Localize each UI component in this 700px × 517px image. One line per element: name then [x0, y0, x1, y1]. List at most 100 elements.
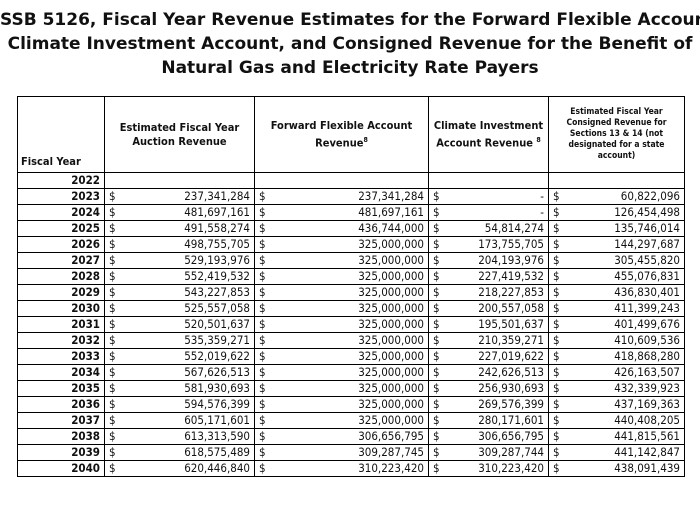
table-row: 2029 $543,227,853 $325,000,000 $218,227,853…	[17, 284, 685, 301]
consigned-cell: $455,076,831	[548, 268, 685, 285]
currency-symbol: $	[433, 461, 440, 476]
fiscal-year-cell: 2026	[17, 236, 105, 253]
table-row: 2023 $237,341,284 $237,341,284 $ - $60,822,09…	[17, 188, 685, 205]
currency-symbol: $	[109, 237, 116, 252]
table-row: 2037 $605,171,601 $325,000,000 $280,171,601…	[17, 412, 685, 429]
cia-value: 227,019,622	[478, 349, 544, 364]
currency-symbol: $	[259, 221, 266, 236]
fiscal-year-cell: 2036	[17, 396, 105, 413]
currency-symbol: $	[553, 317, 560, 332]
currency-symbol: $	[109, 429, 116, 444]
consigned-cell: $441,142,847	[548, 444, 685, 461]
currency-symbol: $	[109, 317, 116, 332]
table-row: 2024 $481,697,161 $481,697,161 $ - $126,454,4…	[17, 204, 685, 221]
fiscal-year-cell: 2038	[17, 428, 105, 445]
cia-value: 309,287,744	[478, 445, 544, 460]
auction-cell: $535,359,271	[104, 332, 255, 349]
ffa-cell: $325,000,000	[254, 332, 429, 349]
currency-symbol: $	[433, 349, 440, 364]
currency-symbol: $	[433, 285, 440, 300]
cia-value: 204,193,976	[478, 253, 544, 268]
auction-value: 613,313,590	[184, 429, 250, 444]
currency-symbol: $	[553, 333, 560, 348]
auction-cell: $552,019,622	[104, 348, 255, 365]
ffa-cell: $325,000,000	[254, 236, 429, 253]
auction-value: 605,171,601	[184, 413, 250, 428]
table-row: 2026 $498,755,705 $325,000,000 $173,755,705…	[17, 236, 685, 253]
consigned-value: 135,746,014	[614, 221, 680, 236]
consigned-value: 441,142,847	[614, 445, 680, 460]
auction-cell: $567,626,513	[104, 364, 255, 381]
ffa-cell: $325,000,000	[254, 300, 429, 317]
title-line-1: SSB 5126, Fiscal Year Revenue Estimates …	[0, 10, 700, 30]
cia-value: 210,359,271	[478, 333, 544, 348]
auction-cell: $525,557,058	[104, 300, 255, 317]
consigned-cell: $144,297,687	[548, 236, 685, 253]
consigned-value: 60,822,096	[620, 189, 680, 204]
table-row: 2033 $552,019,622 $325,000,000 $227,019,622…	[17, 348, 685, 365]
fiscal-year-cell: 2033	[17, 348, 105, 365]
ffa-cell: $325,000,000	[254, 252, 429, 269]
currency-symbol: $	[259, 365, 266, 380]
consigned-value: 437,169,363	[614, 397, 680, 412]
currency-symbol: $	[553, 253, 560, 268]
ffa-value: 309,287,745	[358, 445, 424, 460]
currency-symbol: $	[109, 445, 116, 460]
auction-value: 567,626,513	[184, 365, 250, 380]
cia-cell: $310,223,420	[428, 460, 549, 477]
currency-symbol: $	[259, 285, 266, 300]
auction-cell: $618,575,489	[104, 444, 255, 461]
auction-cell: $520,501,637	[104, 316, 255, 333]
consigned-value: 438,091,439	[614, 461, 680, 476]
currency-symbol: $	[433, 253, 440, 268]
auction-value: 543,227,853	[184, 285, 250, 300]
cia-value: 280,171,601	[478, 413, 544, 428]
ffa-value: 325,000,000	[358, 365, 424, 380]
currency-symbol: $	[433, 333, 440, 348]
currency-symbol: $	[553, 413, 560, 428]
table-row: 2035 $581,930,693 $325,000,000 $256,930,693…	[17, 380, 685, 397]
ffa-value: 237,341,284	[358, 189, 424, 204]
auction-cell: $620,446,840	[104, 460, 255, 477]
auction-cell: $613,313,590	[104, 428, 255, 445]
cia-value: 310,223,420	[478, 461, 544, 476]
currency-symbol: $	[553, 221, 560, 236]
currency-symbol: $	[259, 301, 266, 316]
ffa-cell: $309,287,745	[254, 444, 429, 461]
currency-symbol: $	[553, 365, 560, 380]
currency-symbol: $	[109, 205, 116, 220]
fiscal-year-cell: 2031	[17, 316, 105, 333]
ffa-value: 325,000,000	[358, 397, 424, 412]
cia-value: 173,755,705	[478, 237, 544, 252]
currency-symbol: $	[259, 253, 266, 268]
auction-value: 237,341,284	[184, 189, 250, 204]
auction-value: 552,019,622	[184, 349, 250, 364]
currency-symbol: $	[259, 429, 266, 444]
consigned-cell: $438,091,439	[548, 460, 685, 477]
ffa-cell: $481,697,161	[254, 204, 429, 221]
auction-value: 525,557,058	[184, 301, 250, 316]
ffa-value: 325,000,000	[358, 285, 424, 300]
fiscal-year-cell: 2040	[17, 460, 105, 477]
cia-cell: $ -	[428, 204, 549, 221]
cia-cell: $173,755,705	[428, 236, 549, 253]
currency-symbol: $	[109, 269, 116, 284]
currency-symbol: $	[259, 189, 266, 204]
cia-value: 306,656,795	[478, 429, 544, 444]
table-row: 2022	[17, 172, 685, 189]
currency-symbol: $	[433, 205, 440, 220]
ffa-value: 325,000,000	[358, 317, 424, 332]
consigned-cell: $411,399,243	[548, 300, 685, 317]
fiscal-year-cell: 2030	[17, 300, 105, 317]
currency-symbol: $	[553, 461, 560, 476]
table-row: 2027 $529,193,976 $325,000,000 $204,193,976…	[17, 252, 685, 269]
ffa-value: 325,000,000	[358, 349, 424, 364]
auction-value: 618,575,489	[184, 445, 250, 460]
auction-value: 498,755,705	[184, 237, 250, 252]
cia-cell: $210,359,271	[428, 332, 549, 349]
currency-symbol: $	[433, 189, 440, 204]
currency-symbol: $	[259, 445, 266, 460]
cia-cell: $280,171,601	[428, 412, 549, 429]
auction-cell: $543,227,853	[104, 284, 255, 301]
currency-symbol: $	[259, 349, 266, 364]
